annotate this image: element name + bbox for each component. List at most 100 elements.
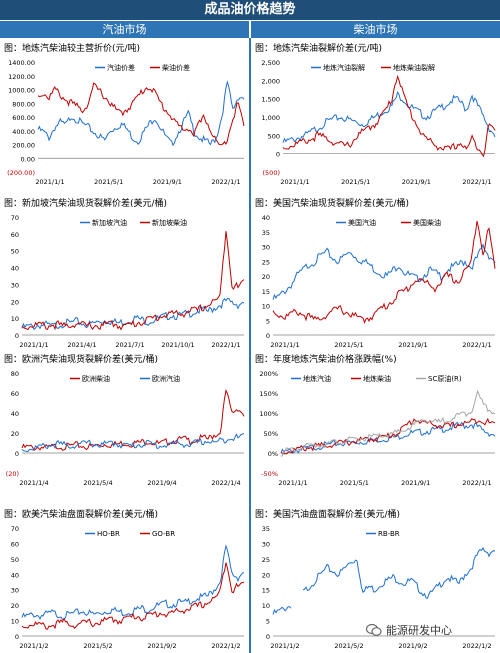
x-tick-label: 2021/5/1 <box>94 178 123 186</box>
y-tick-label: 500 <box>268 132 280 140</box>
legend-label: 地炼汽油 <box>303 374 331 383</box>
legend-label: 地炼柴油裂解 <box>393 63 435 72</box>
series-line-2 <box>282 74 496 158</box>
y-tick-label: 100% <box>259 410 278 418</box>
watermark-text: 能源研发中心 <box>386 624 452 637</box>
x-tick-label: 2022/1/2 <box>462 642 491 650</box>
series-line-1 <box>272 243 496 300</box>
series-line-2 <box>21 433 245 453</box>
y-tick-label: 70 <box>11 525 19 533</box>
y-tick-label: 150% <box>259 390 278 398</box>
legend-label: 欧洲柴油 <box>82 374 110 383</box>
y-tick-label: 0.00 <box>21 155 35 163</box>
x-tick-label: 2022/1/4 <box>211 479 240 487</box>
series-line-3 <box>280 389 496 457</box>
x-tick-label: 2021/7/1 <box>115 341 144 349</box>
y-tick-label: 60 <box>11 231 19 239</box>
y-tick-label: 0 <box>266 633 270 641</box>
chart-p8: 0 5 10 15 20 25 30 35 2021/1/2 2021/5/2 2021/9/2 20… <box>262 525 496 650</box>
x-tick-label: 2021/9/2 <box>147 642 176 650</box>
legend-label: RB-BR <box>378 530 400 538</box>
y-tick-label: 10 <box>262 602 270 610</box>
y-tick-label: 0 <box>15 450 19 458</box>
chart-p5: (20) 0 20 40 60 80 2021/1/4 2021/5/4 2021/9/4 202… <box>6 370 245 487</box>
series-line-2 <box>21 562 245 630</box>
series-line-2 <box>21 231 245 331</box>
wechat-icon <box>366 623 382 636</box>
page-title: 成品油价格趋势 <box>0 0 500 20</box>
y-tick-label: 0% <box>268 450 278 458</box>
y-tick-label: 5 <box>266 317 270 325</box>
y-tick-label: 60 <box>11 540 19 548</box>
y-tick-label: 400.00 <box>12 128 35 136</box>
legend-label: 地炼汽油裂解 <box>323 63 365 72</box>
legend-label: 地炼柴油 <box>363 374 391 383</box>
y-tick-label: 20 <box>11 430 19 438</box>
y-tick-label: 1,500 <box>261 96 280 104</box>
section-gasoline-market: 汽油市场 <box>0 21 249 38</box>
chart-p1: (200.00) 0.00 200.00 400.00 600.00 800.00 1000… <box>7 59 245 186</box>
y-tick-label: 10 <box>11 315 19 323</box>
x-tick-label: 2021/1/1 <box>280 178 309 186</box>
y-tick-label: 70 <box>11 214 19 222</box>
y-tick-label: (200.00) <box>7 169 35 177</box>
y-tick-label: (20) <box>6 470 19 478</box>
x-tick-label: 2021/5/1 <box>340 479 369 487</box>
legend-label: 柴油价差 <box>162 63 190 72</box>
y-tick-label: 25 <box>262 556 270 564</box>
y-tick-label: 1200.00 <box>8 73 35 81</box>
y-tick-label: 1,000 <box>261 114 280 122</box>
series-line-1 <box>21 297 245 331</box>
series-line-2 <box>280 417 496 455</box>
y-tick-label: 200.00 <box>12 142 35 150</box>
x-tick-label: 2022/1/1 <box>462 341 491 349</box>
y-tick-label: 35 <box>262 229 270 237</box>
x-tick-label: 2022/1/1 <box>462 178 491 186</box>
series-line-2 <box>37 82 245 146</box>
x-tick-label: 2021/5/1 <box>341 178 370 186</box>
legend-label: 美国汽油 <box>348 218 376 227</box>
y-tick-label: 25 <box>262 258 270 266</box>
x-tick-label: 2021/1/1 <box>35 178 64 186</box>
x-tick-label: 2022/1/1 <box>462 479 491 487</box>
series-line-1 <box>272 546 496 615</box>
legend-label: GO-BR <box>152 530 175 538</box>
x-tick-label: 2021/1/4 <box>19 479 48 487</box>
x-tick-label: 2021/9/1 <box>398 341 427 349</box>
chart-p3: 0 10 20 30 40 50 60 70 2021/1/1 2021/4/1 2021/7/1 2… <box>11 214 245 349</box>
y-tick-label: 1000.00 <box>8 87 35 95</box>
x-tick-label: 2021/1/1 <box>270 341 299 349</box>
y-tick-label: 30 <box>262 244 270 252</box>
x-tick-label: 2021/9/1 <box>153 178 182 186</box>
y-tick-label: 0 <box>266 332 270 340</box>
y-tick-label: 2,500 <box>261 59 280 67</box>
x-tick-label: 2021/5/2 <box>83 642 112 650</box>
x-tick-label: 2021/5/1 <box>334 341 363 349</box>
y-tick-label: 10 <box>11 618 19 626</box>
series-line-2 <box>272 220 496 324</box>
watermark: 能源研发中心 <box>366 622 452 638</box>
y-tick-label: 5 <box>266 618 270 626</box>
legend-label: 新加坡汽油 <box>92 218 127 227</box>
chart-p2: (500) 0 500 1,000 1,500 2,000 2,500 2021/1/1 202… <box>261 59 496 186</box>
legend-label: SC原油(R) <box>428 374 462 383</box>
y-tick-label: -50% <box>261 470 278 478</box>
x-tick-label: 2021/1/2 <box>19 642 48 650</box>
x-tick-label: 2021/4/1 <box>67 341 96 349</box>
y-tick-label: 20 <box>262 571 270 579</box>
chart-title-p1: 图：地炼汽柴油较主营折价(元/吨) <box>4 44 141 54</box>
y-tick-label: 10 <box>262 303 270 311</box>
y-tick-label: 0 <box>276 151 280 159</box>
y-tick-label: (500) <box>263 169 280 177</box>
x-tick-label: 2021/10/1 <box>161 341 194 349</box>
y-tick-label: 15 <box>262 288 270 296</box>
chart-title-p3: 图：新加坡汽柴油现货裂解价差(美元/桶) <box>4 199 168 209</box>
chart-title-p2: 图：地炼汽柴油裂解价差(元/吨) <box>255 44 383 54</box>
y-tick-label: 2,000 <box>261 77 280 85</box>
chart-title-p7: 图：欧美汽柴油盘面裂解价差(美元/桶) <box>4 510 159 520</box>
y-tick-label: 0 <box>15 332 19 340</box>
y-tick-label: 15 <box>262 587 270 595</box>
y-tick-label: 20 <box>11 602 19 610</box>
section-diesel-market: 柴油市场 <box>251 21 500 38</box>
x-tick-label: 2021/9/1 <box>401 479 430 487</box>
